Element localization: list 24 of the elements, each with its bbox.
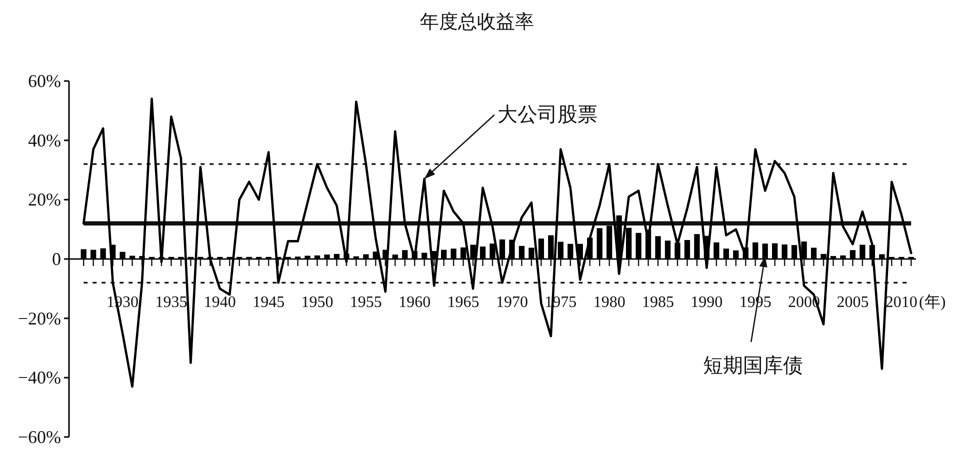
- x-tick-label: 1950: [301, 294, 334, 311]
- x-tick-label: 1940: [204, 294, 236, 311]
- annotation: 大公司股票: [424, 104, 598, 180]
- y-tick-label: 20%: [28, 190, 61, 210]
- x-tick-label: 1990: [690, 294, 723, 311]
- annotation: 大公司股票: [497, 104, 598, 126]
- x-tick-label: 1980: [593, 294, 626, 311]
- x-tick-label: 1965: [447, 294, 480, 311]
- y-tick-label: 0: [52, 249, 61, 269]
- x-tick-label: 1970: [496, 294, 528, 311]
- x-tick-label: 1960: [398, 294, 431, 311]
- x-tick-label: 1955: [350, 294, 382, 311]
- x-tick-label: 1985: [642, 294, 674, 311]
- y-tick-label: 60%: [28, 71, 61, 91]
- x-tick-label: 2005: [836, 294, 869, 311]
- y-tick-label: −20%: [18, 308, 61, 328]
- annotation: 短期国库债: [703, 355, 804, 378]
- y-tick-label: −40%: [18, 368, 61, 388]
- y-tick-label: 40%: [28, 130, 61, 150]
- chart-title: 年度总收益率: [420, 11, 534, 33]
- y-tick-label: −60%: [18, 427, 61, 447]
- x-axis-title: (年): [919, 294, 946, 311]
- x-tick-label: 1945: [252, 294, 285, 311]
- x-tick-label: 1935: [155, 294, 188, 311]
